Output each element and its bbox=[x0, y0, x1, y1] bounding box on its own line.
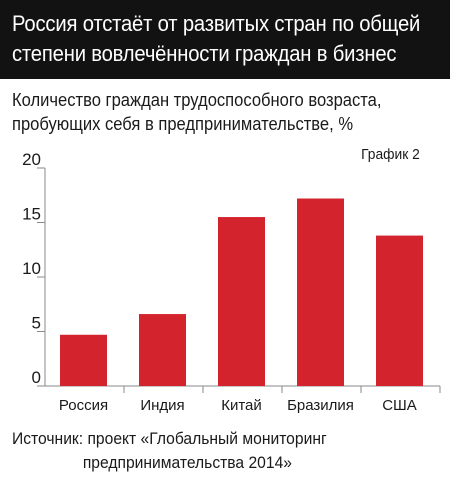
bar-chart: 0 5 10 15 20 Россия Индия Китай Бразилия США bbox=[22, 150, 441, 414]
chart-subtitle-line1: Количество граждан трудоспособного возра… bbox=[12, 90, 382, 110]
bar bbox=[218, 217, 265, 386]
x-tick-label: Индия bbox=[140, 397, 184, 414]
y-tick-label: 20 bbox=[22, 150, 41, 169]
x-tick-label: Китай bbox=[221, 397, 262, 414]
y-tick-label: 0 bbox=[32, 368, 41, 387]
bar bbox=[139, 314, 186, 386]
y-tick-label: 15 bbox=[22, 205, 41, 224]
source-note: Источник: проект «Глобальный мониторинг … bbox=[12, 427, 380, 475]
y-tick-label: 10 bbox=[22, 259, 41, 278]
bar bbox=[376, 235, 423, 386]
source-line1: Источник: проект «Глобальный мониторинг bbox=[12, 429, 327, 448]
x-tick-label: США bbox=[382, 397, 417, 414]
chart-title-line1: Россия отстаёт от развитых стран по обще… bbox=[12, 11, 421, 36]
chart-header: Россия отстаёт от развитых стран по обще… bbox=[0, 0, 450, 79]
chart-title: Россия отстаёт от развитых стран по обще… bbox=[12, 9, 444, 69]
source-line2: предпринимательства 2014» bbox=[82, 453, 292, 472]
y-tick-label: 5 bbox=[32, 314, 41, 333]
figure-label: График 2 bbox=[361, 146, 420, 163]
chart-title-line2: степени вовлечённости граждан в бизнес bbox=[12, 41, 397, 66]
bar bbox=[60, 334, 107, 386]
x-tick-label: Бразилия bbox=[287, 397, 354, 414]
x-tick-label: Россия bbox=[59, 397, 108, 414]
chart-subtitle-line2: пробующих себя в предпринимательстве, % bbox=[12, 114, 354, 134]
chart-subtitle: Количество граждан трудоспособного возра… bbox=[12, 88, 444, 136]
bar bbox=[297, 198, 344, 386]
